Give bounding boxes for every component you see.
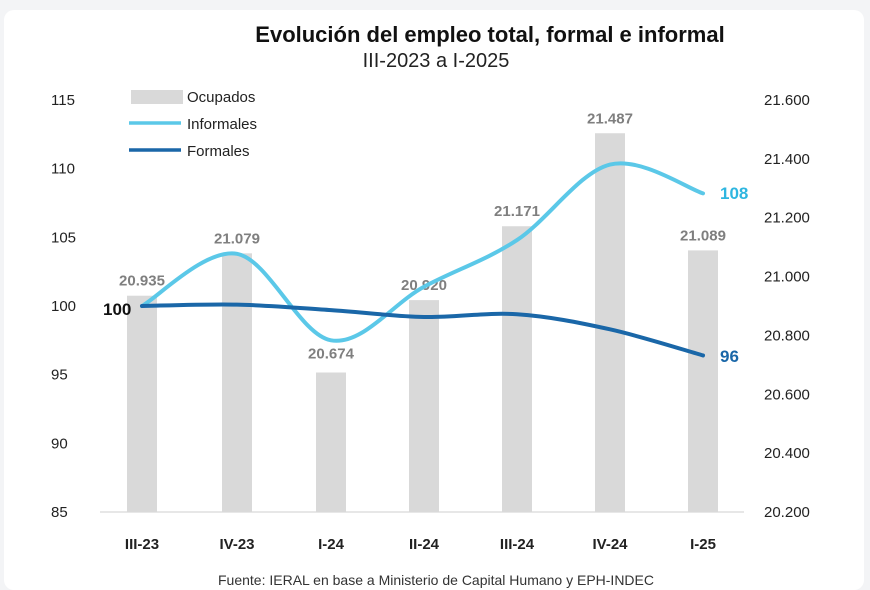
x-tick-label: I-24 [318, 536, 345, 553]
bar-value-label: 21.487 [587, 110, 633, 127]
left-tick-label: 90 [51, 435, 68, 452]
bar-IV-24 [595, 133, 625, 513]
legend-label-informales: Informales [187, 116, 257, 133]
right-tick-label: 21.400 [764, 151, 810, 168]
bar-II-24 [409, 300, 439, 512]
x-tick-label: IV-24 [592, 536, 628, 553]
x-axis: III-23 IV-23 I-24 II-24 III-24 IV-24 I-25 [125, 536, 716, 553]
chart-card: Evolución del empleo total, formal e inf… [4, 10, 864, 590]
bar-III-24 [502, 226, 532, 512]
left-tick-label: 115 [51, 92, 75, 109]
right-tick-label: 20.600 [764, 386, 810, 403]
x-tick-label: IV-23 [219, 536, 254, 553]
x-tick-label: III-23 [125, 536, 159, 553]
right-tick-label: 20.200 [764, 504, 810, 521]
bar-III-23 [127, 295, 157, 512]
left-tick-label: 85 [51, 504, 68, 521]
bar-value-label: 20.935 [119, 273, 165, 290]
right-tick-label: 21.200 [764, 210, 810, 227]
bar-value-label: 21.171 [494, 203, 540, 220]
right-tick-label: 20.400 [764, 445, 810, 462]
x-tick-label: II-24 [409, 536, 440, 553]
line-formales [140, 302, 705, 358]
left-tick-label: 100 [51, 298, 76, 315]
legend-label-ocupados: Ocupados [187, 89, 255, 106]
start-label: 100 [103, 300, 131, 319]
bar-value-label: 20.674 [308, 346, 355, 363]
legend: Ocupados Informales Formales [129, 89, 257, 160]
x-tick-label: I-25 [690, 536, 716, 553]
bar-value-label: 21.079 [214, 230, 260, 247]
right-tick-label: 21.000 [764, 269, 810, 286]
right-axis: 20.200 20.400 20.600 20.800 21.000 21.200 21.4… [764, 92, 810, 521]
line-informales [140, 161, 705, 343]
end-label-informales: 108 [720, 184, 748, 203]
bar-I-25 [688, 250, 718, 512]
left-axis: 85 90 95 100 105 110 115 [51, 92, 76, 521]
chart-title: Evolución del empleo total, formal e inf… [255, 22, 724, 47]
legend-swatch-ocupados [131, 90, 183, 104]
bar-I-24 [316, 372, 346, 512]
source-note: Fuente: IERAL en base a Ministerio de Ca… [218, 572, 654, 588]
right-tick-label: 21.600 [764, 92, 810, 109]
left-tick-label: 110 [51, 161, 75, 178]
right-tick-label: 20.800 [764, 327, 810, 344]
employment-chart: Evolución del empleo total, formal e inf… [51, 22, 810, 588]
bar-IV-23 [222, 253, 252, 512]
line-series [140, 161, 705, 358]
chart-subtitle: III-2023 a I-2025 [363, 50, 510, 72]
bar-value-label: 21.089 [680, 227, 726, 244]
bar-labels: 20.93521.07920.67420.92021.17121.48721.0… [119, 110, 726, 362]
left-tick-label: 105 [51, 229, 76, 246]
bars-ocupados [127, 133, 718, 513]
x-tick-label: III-24 [500, 536, 535, 553]
legend-label-formales: Formales [187, 143, 250, 160]
left-tick-label: 95 [51, 367, 68, 384]
end-label-formales: 96 [720, 347, 739, 366]
